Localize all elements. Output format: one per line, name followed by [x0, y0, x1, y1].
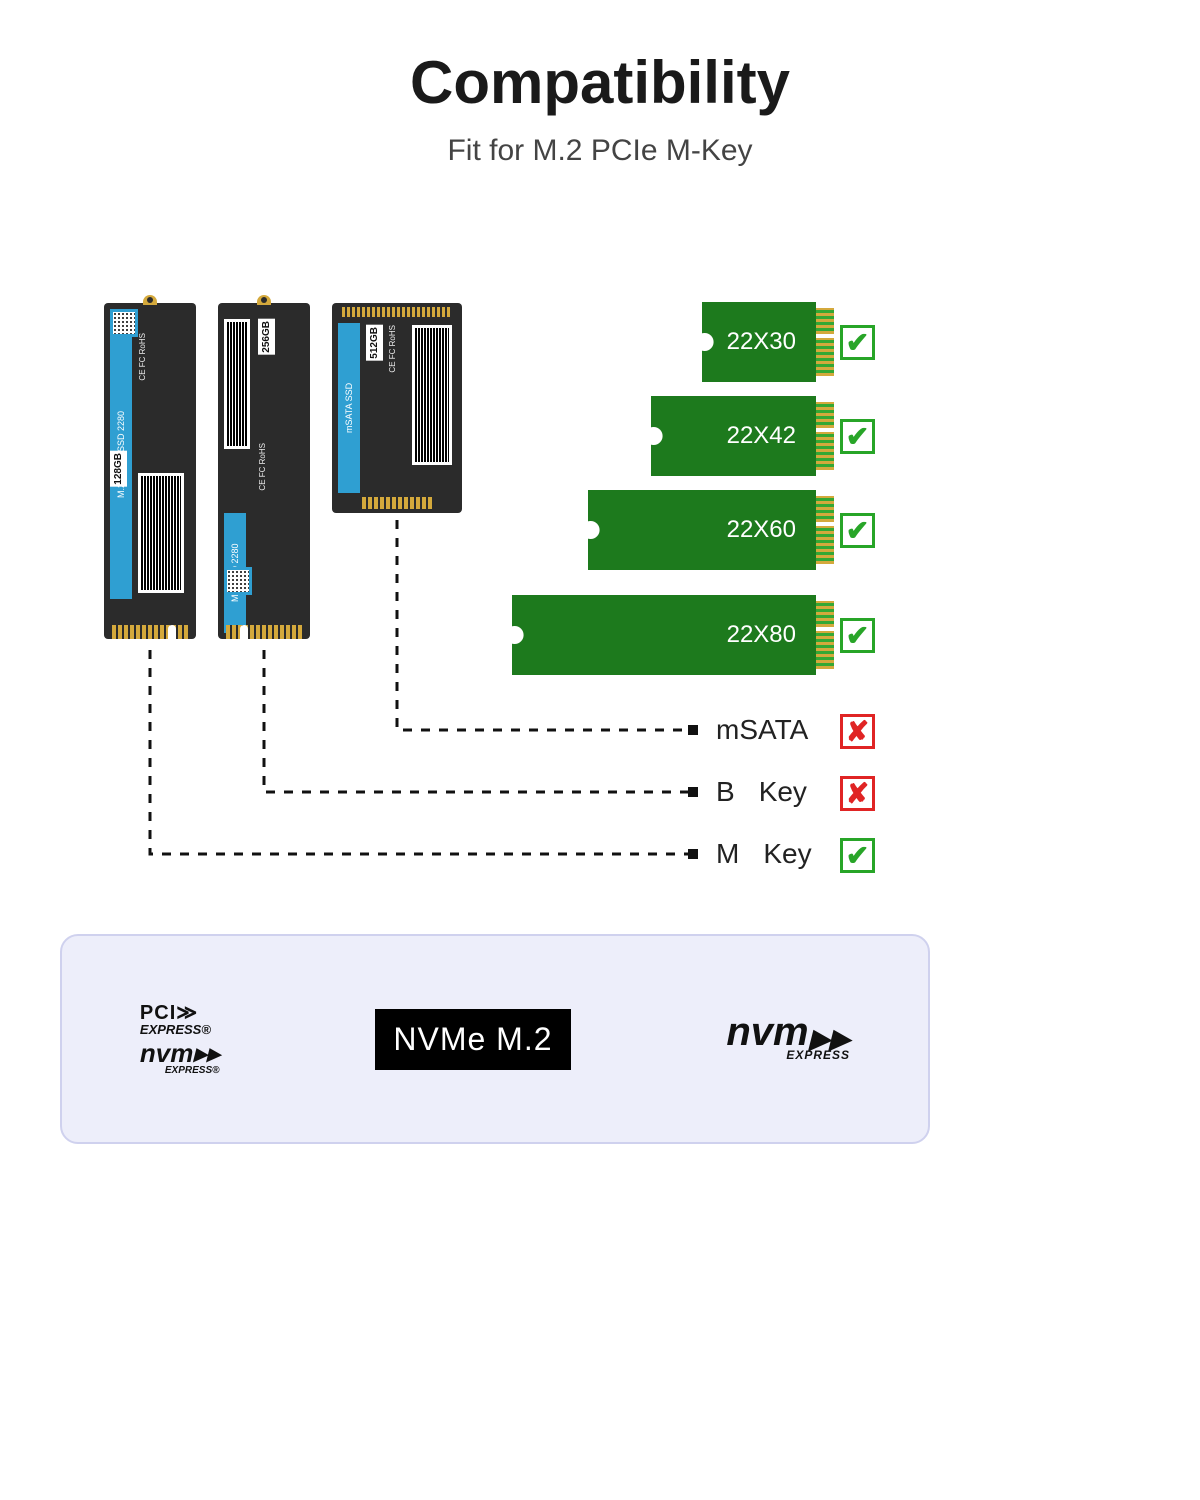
connector-icon [816, 631, 834, 669]
size-label: 22X42 [727, 422, 796, 450]
check-icon: ✔ [840, 838, 875, 873]
nvm-express-logo: nvm▸▸ EXPRESS [726, 1016, 850, 1062]
connector-icon [816, 338, 834, 376]
ssd-msata-capacity: 512GB [366, 325, 383, 361]
arrow-icon: ▸▸ [809, 1022, 849, 1054]
ssd-msata-label: mSATA SSD [338, 323, 360, 493]
edge-pins [342, 307, 452, 317]
screw-hole-icon [143, 295, 157, 305]
size-card-2260: 22X60 [588, 490, 816, 570]
ssd-msata: mSATA SSD 512GB CE FC RoHS [332, 303, 462, 513]
key-row-msata: mSATA [716, 714, 808, 746]
size-card-2230: 22X30 [702, 302, 816, 382]
key-row-mkey: M Key [716, 838, 812, 870]
connector-icon [816, 402, 834, 428]
arrow-icon: ▸▸ [193, 1038, 219, 1068]
barcode-icon [224, 319, 250, 449]
key-label: M [716, 838, 739, 870]
cert-marks: CE FC RoHS [258, 443, 268, 491]
screw-notch-icon [506, 626, 524, 644]
key-label: Key [763, 838, 811, 870]
logo-text: PCI≫ [140, 1003, 220, 1023]
key-notch [168, 625, 176, 639]
edge-pins [112, 625, 188, 639]
key-label: mSATA [716, 714, 808, 746]
edge-pins [226, 625, 302, 639]
screw-hole-icon [257, 295, 271, 305]
size-label: 22X80 [727, 621, 796, 649]
size-label: 22X60 [727, 516, 796, 544]
key-notch [240, 625, 248, 639]
x-icon: ✘ [840, 776, 875, 811]
pci-express-nvm-logo: PCI≫ EXPRESS® nvm▸▸ EXPRESS® [140, 1003, 220, 1076]
ssd-mkey: M.2 NVME SSD 2280 128GB CE FC RoHS [104, 303, 196, 639]
connector-icon [816, 308, 834, 334]
ssd-bkey: M.2 SSD 2280 256GB CE FC RoHS [218, 303, 310, 639]
x-icon: ✘ [840, 714, 875, 749]
check-icon: ✔ [840, 513, 875, 548]
key-label: B [716, 776, 735, 808]
connector-icon [816, 526, 834, 564]
barcode-icon [138, 473, 184, 593]
ssd-bkey-capacity: 256GB [258, 319, 275, 355]
barcode-icon [412, 325, 452, 465]
nvme-m2-badge: NVMe M.2 [375, 1009, 570, 1070]
check-icon: ✔ [840, 618, 875, 653]
key-label: Key [759, 776, 807, 808]
size-card-2242: 22X42 [651, 396, 816, 476]
cert-marks: CE FC RoHS [388, 325, 398, 373]
connector-icon [816, 601, 834, 627]
connector-icon [816, 432, 834, 470]
check-icon: ✔ [840, 419, 875, 454]
screw-notch-icon [696, 333, 714, 351]
screw-notch-icon [645, 427, 663, 445]
cert-marks: CE FC RoHS [138, 333, 148, 381]
connector-icon [816, 496, 834, 522]
qr-code-icon [110, 309, 138, 337]
qr-code-icon [224, 567, 252, 595]
check-icon: ✔ [840, 325, 875, 360]
size-label: 22X30 [727, 328, 796, 356]
ssd-mkey-capacity: 128GB [110, 451, 127, 487]
logo-text: nvm▸▸ [140, 1040, 220, 1066]
page-subtitle: Fit for M.2 PCIe M-Key [0, 134, 1200, 168]
screw-notch-icon [582, 521, 600, 539]
logo-text: EXPRESS® [140, 1023, 220, 1036]
key-row-bkey: B Key [716, 776, 807, 808]
page-title: Compatibility [0, 48, 1200, 117]
logo-bar: PCI≫ EXPRESS® nvm▸▸ EXPRESS® NVMe M.2 nv… [60, 934, 930, 1144]
edge-pins [362, 497, 432, 509]
size-card-2280: 22X80 [512, 595, 816, 675]
